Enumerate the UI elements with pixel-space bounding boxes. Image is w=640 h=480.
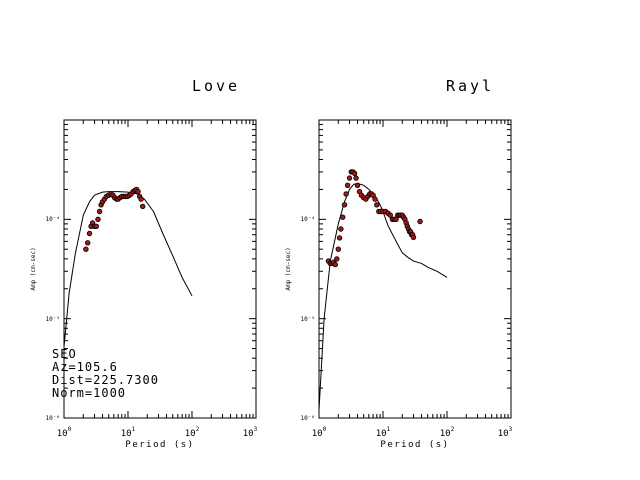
rayl-y-tick-labels: 10⁻⁶ 10⁻⁵ 10⁻⁴ <box>301 216 315 422</box>
rayl-plot-frame <box>318 119 512 419</box>
rayl-x-tick-label: 101 <box>376 426 391 439</box>
love-axis-ticks <box>63 120 256 419</box>
love-data-point <box>96 208 103 215</box>
rayl-data-point <box>341 202 348 208</box>
love-observed-points <box>83 186 146 252</box>
love-y-tick-label: 10⁻⁶ <box>46 415 60 422</box>
rayl-data-point <box>410 234 417 240</box>
rayl-x-tick-label: 102 <box>440 426 455 439</box>
love-data-point <box>83 246 89 252</box>
love-y-tick-label: 10⁻⁴ <box>46 216 60 223</box>
station-name: SEO <box>52 347 77 361</box>
love-panel: Love 100 101 102 103 10⁻⁶ 10⁻⁵ 10⁻⁴ Peri… <box>30 77 258 450</box>
rayl-data-point <box>354 182 361 188</box>
love-data-point <box>93 223 99 229</box>
rayl-synthetic-curve <box>318 182 448 411</box>
rayl-data-point <box>343 191 349 197</box>
rayl-data-point <box>334 256 340 262</box>
love-y-tick-label: 10⁻⁵ <box>46 316 60 323</box>
rayl-y-tick-label: 10⁻⁶ <box>301 415 315 422</box>
rayl-panel: Rayl 100 101 102 103 10⁻⁶ 10⁻⁵ 10⁻⁴ Peri… <box>285 77 513 450</box>
love-data-point <box>86 230 93 237</box>
rayl-data-point <box>335 246 341 252</box>
love-x-axis-label: Period (s) <box>125 440 194 450</box>
love-x-tick-label: 103 <box>243 426 258 439</box>
rayl-observed-points <box>325 169 423 268</box>
rayl-y-tick-label: 10⁻⁵ <box>301 316 315 323</box>
love-data-point <box>139 203 146 210</box>
rayl-y-axis-label: Amp (cm-sec) <box>285 247 292 290</box>
rayl-data-point <box>346 175 353 181</box>
love-x-tick-label: 100 <box>57 426 72 439</box>
rayl-x-tick-label: 103 <box>498 426 513 439</box>
rayl-data-point <box>336 235 343 241</box>
station-distance: Dist=225.7300 <box>52 373 159 387</box>
love-synthetic-curve <box>63 191 193 347</box>
rayl-x-axis-label: Period (s) <box>380 440 449 450</box>
love-plot-frame <box>63 119 257 419</box>
normalization: Norm=1000 <box>52 386 126 400</box>
rayl-x-tick-label: 100 <box>312 426 327 439</box>
rayl-data-point <box>344 182 351 188</box>
rayl-data-point <box>387 212 393 218</box>
rayl-title: Rayl <box>446 77 494 95</box>
rayl-y-tick-label: 10⁻⁴ <box>301 216 315 223</box>
rayl-data-point <box>340 214 346 220</box>
love-data-point <box>138 196 144 202</box>
love-x-tick-label: 102 <box>185 426 200 439</box>
rayl-x-tick-labels: 100 101 102 103 <box>312 426 513 439</box>
love-x-tick-label: 101 <box>121 426 136 439</box>
rayl-data-point <box>332 261 338 268</box>
rayl-data-point <box>353 175 359 181</box>
love-x-tick-labels: 100 101 102 103 <box>57 426 258 439</box>
love-y-axis-label: Amp (cm-sec) <box>30 247 37 290</box>
love-y-tick-labels: 10⁻⁶ 10⁻⁵ 10⁻⁴ <box>46 216 60 422</box>
rayl-data-point <box>351 170 358 177</box>
rayl-data-point <box>338 226 344 232</box>
rayl-data-point <box>372 196 378 202</box>
rayl-data-point <box>417 218 423 225</box>
love-title: Love <box>192 77 240 95</box>
love-data-point <box>95 216 101 222</box>
rayl-axis-ticks <box>318 120 511 419</box>
rayl-data-point <box>374 202 380 208</box>
love-data-point <box>84 240 91 246</box>
station-info: SEO Az=105.6 Dist=225.7300 Norm=1000 <box>52 347 159 400</box>
station-azimuth: Az=105.6 <box>52 360 118 374</box>
love-data-point <box>135 188 141 195</box>
